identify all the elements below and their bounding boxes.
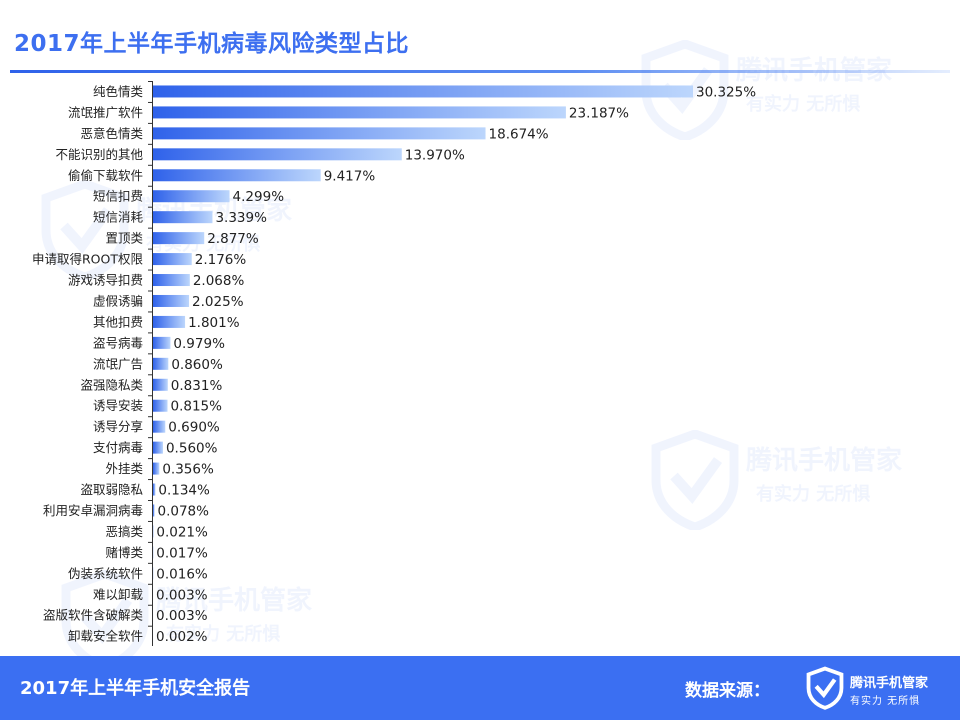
bar [153,253,192,266]
bar [153,274,190,287]
footer-bar: 2017年上半年手机安全报告 数据来源： 腾讯手机管家 有实力 无所惧 [0,656,960,720]
category-label: 不能识别的其他 [55,147,143,162]
bar [153,420,166,433]
category-label: 盗强隐私类 [80,377,143,392]
category-label: 虚假诱骗 [93,293,143,308]
bar [153,378,168,391]
data-label: 0.021% [156,524,208,540]
footer-source-label: 数据来源： [685,681,770,701]
data-label: 0.134% [158,483,210,499]
data-label: 4.299% [233,189,285,205]
data-label: 0.003% [156,587,208,603]
bar [153,483,156,496]
bar [153,148,402,161]
bar [153,462,160,475]
data-label: 13.970% [405,147,465,163]
data-label: 23.187% [569,105,629,121]
category-label: 恶搞类 [105,524,143,539]
category-label: 游戏诱导扣费 [68,273,143,288]
data-label: 2.025% [192,294,244,310]
category-label: 诱导分享 [93,419,143,434]
bar [153,211,213,224]
bar [153,441,163,454]
title-divider [10,70,950,73]
data-label: 2.877% [207,231,259,247]
category-label: 恶意色情类 [80,126,143,141]
category-label: 其他扣费 [93,314,143,329]
data-label: 2.176% [195,252,247,268]
data-label: 0.002% [156,629,208,645]
data-label: 0.690% [168,420,220,436]
data-label: 0.860% [171,357,223,373]
data-label: 2.068% [193,273,245,289]
data-label: 0.003% [156,608,208,624]
data-label: 0.815% [171,399,223,415]
category-label: 短信扣费 [93,189,143,204]
category-label: 盗号病毒 [93,335,143,350]
category-label: 流氓广告 [93,356,143,371]
category-label: 盗版软件含破解类 [43,608,144,623]
bar [153,190,230,203]
category-label: 短信消耗 [93,210,144,225]
category-label: 伪装系统软件 [68,566,143,581]
bar [153,294,190,307]
data-label: 3.339% [215,210,267,226]
category-label: 申请取得ROOT权限 [32,252,143,267]
logo-name: 腾讯手机管家 [850,676,929,691]
category-label: 诱导安装 [93,398,143,413]
data-label: 18.674% [489,126,549,142]
brand-logo: 腾讯手机管家 有实力 无所惧 [806,666,956,712]
data-label: 0.356% [162,462,214,478]
bar [153,504,155,517]
category-label: 卸载安全软件 [68,629,143,644]
category-label: 纯色情类 [93,84,144,99]
bar [153,336,171,349]
data-label: 30.325% [696,84,756,100]
bar-chart: 纯色情类 30.325% 流氓推广软件 23.187% 恶意色情类 18.674% 不能识别… [32,81,756,646]
category-label: 赌博类 [105,545,143,560]
data-label: 0.831% [171,378,223,394]
category-label: 难以卸载 [93,587,144,602]
data-label: 9.417% [324,168,376,184]
bar [153,357,169,370]
logo-slogan: 有实力 无所惧 [850,696,921,707]
bar [153,315,186,328]
data-label: 0.017% [156,545,208,561]
footer-report-title: 2017年上半年手机安全报告 [20,678,251,699]
data-label: 0.016% [156,566,208,582]
bar [153,232,205,245]
category-label: 盗取弱隐私 [80,482,143,497]
bar [153,399,168,412]
data-label: 0.078% [158,503,210,519]
bar [153,169,321,182]
bar [153,85,693,98]
bar [153,106,566,119]
data-label: 1.801% [188,315,240,331]
data-label: 0.979% [173,336,225,352]
category-label: 外挂类 [105,461,143,476]
shield-check-icon [806,666,844,710]
bar [153,127,486,140]
category-label: 偷偷下载软件 [68,168,143,183]
category-label: 流氓推广软件 [68,105,143,120]
page-title: 2017年上半年手机病毒风险类型占比 [14,31,410,57]
category-label: 置顶类 [105,231,143,246]
category-label: 利用安卓漏洞病毒 [43,503,143,518]
category-label: 支付病毒 [93,440,143,455]
data-label: 0.560% [166,441,218,457]
